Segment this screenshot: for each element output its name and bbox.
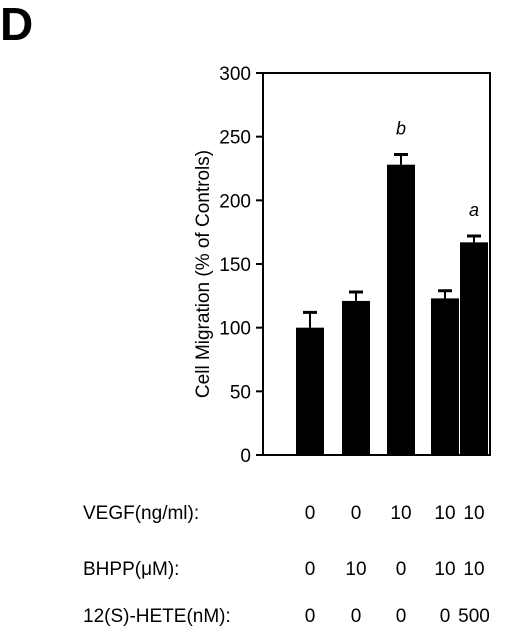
y-tick-label: 100 [219, 319, 251, 340]
y-axis-label: Cell Migration (% of Controls) [193, 150, 214, 398]
condition-value: 0 [304, 606, 316, 627]
y-tick-label: 0 [240, 446, 251, 467]
chart-bars: ba [296, 118, 488, 455]
condition-value: 0 [350, 503, 362, 524]
condition-value: 0 [304, 559, 316, 580]
panel-label: D [0, 0, 33, 50]
condition-value: 500 [458, 606, 490, 627]
condition-value: 0 [395, 606, 407, 627]
condition-label: VEGF(ng/ml): [83, 503, 200, 524]
condition-value: 10 [345, 559, 367, 580]
condition-value: 10 [390, 503, 412, 524]
significance-label: b [396, 118, 406, 138]
condition-value: 10 [463, 559, 485, 580]
condition-value: 10 [434, 503, 456, 524]
condition-value: 10 [434, 559, 456, 580]
y-tick-label: 250 [219, 128, 251, 149]
y-tick-label: 300 [219, 64, 251, 85]
condition-label: BHPP(μM): [83, 559, 180, 580]
condition-value: 0 [350, 606, 362, 627]
bar [387, 164, 415, 455]
bar [431, 298, 459, 455]
condition-value: 0 [304, 503, 316, 524]
condition-value: 0 [395, 559, 407, 580]
chart-axes: 0 50 100 150 200 250 300 [219, 64, 491, 467]
bar [342, 300, 370, 455]
condition-value: 0 [439, 606, 451, 627]
y-tick-label: 150 [219, 255, 251, 276]
condition-label: 12(S)-HETE(nM): [83, 606, 231, 627]
y-tick-label: 50 [230, 382, 251, 403]
bar [296, 327, 324, 455]
y-tick-label: 200 [219, 191, 251, 212]
condition-value: 10 [463, 503, 485, 524]
bar [460, 242, 488, 455]
significance-label: a [469, 200, 479, 220]
